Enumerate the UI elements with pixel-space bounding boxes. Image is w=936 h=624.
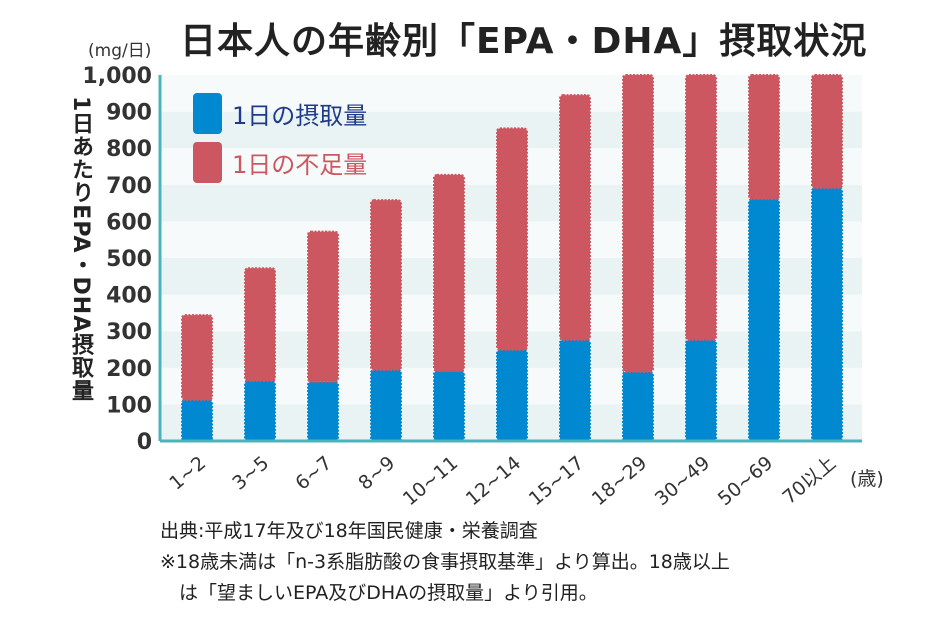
x-tick-label: 6~7	[291, 452, 336, 495]
y-tick-label: 700	[106, 174, 152, 199]
y-tick-label: 300	[106, 320, 152, 345]
bar-deficit	[685, 74, 717, 341]
bar-intake	[244, 379, 276, 443]
bar-deficit	[496, 127, 528, 351]
y-tick-label: 900	[106, 101, 152, 126]
x-tick-label: 30~49	[651, 452, 714, 510]
bar-intake	[685, 338, 717, 443]
y-tick-label: 500	[106, 247, 152, 272]
x-tick-label: 15~17	[525, 452, 588, 510]
bar-intake	[811, 187, 843, 442]
x-tick-label: 8~9	[354, 452, 399, 495]
note-line: ※18歳未満は「n-3系脂肪酸の食事摂取基準」より算出。18歳以上	[160, 551, 730, 573]
bar-intake	[622, 370, 654, 442]
bar-deficit	[433, 173, 465, 373]
chart-title: 日本人の年齢別「EPA・DHA」摂取状況	[180, 21, 868, 62]
y-tick-label: 200	[106, 357, 152, 382]
y-axis-label: 1日あたりEPA・DHA摂取量	[68, 96, 93, 403]
bar-deficit	[370, 199, 402, 371]
legend-label: 1日の摂取量	[232, 102, 367, 130]
source-line: 出典:平成17年及び18年国民健康・栄養調査	[160, 520, 538, 542]
legend-swatch	[193, 93, 222, 134]
bar-deficit	[181, 314, 213, 402]
bar-intake	[748, 198, 780, 442]
x-tick-label: 10~11	[399, 452, 462, 510]
x-tick-label: 3~5	[228, 452, 273, 495]
bar-intake	[559, 338, 591, 443]
source-notes: 出典:平成17年及び18年国民健康・栄養調査 ※18歳未満は「n-3系脂肪酸の食…	[160, 516, 730, 609]
bar-deficit	[622, 74, 654, 373]
bar-intake	[307, 380, 339, 443]
grid-band	[160, 75, 862, 112]
x-tick-label: 70以上	[778, 452, 840, 509]
y-tick-label: 0	[137, 430, 152, 455]
x-unit-label: (歳)	[850, 468, 884, 490]
bar-intake	[370, 368, 402, 442]
legend-swatch	[193, 142, 222, 183]
y-tick-label: 400	[106, 284, 152, 309]
bar-deficit	[559, 94, 591, 341]
y-tick-label: 600	[106, 210, 152, 235]
x-tick-label: 50~69	[714, 452, 777, 510]
bar-intake	[433, 370, 465, 442]
y-tick-label: 1,000	[82, 64, 152, 89]
bar-deficit	[244, 267, 276, 382]
x-tick-label: 18~29	[588, 452, 651, 510]
bar-intake	[181, 399, 213, 442]
bar-deficit	[811, 74, 843, 190]
y-tick-label: 800	[106, 137, 152, 162]
x-tick-label: 12~14	[462, 452, 525, 510]
bar-intake	[496, 348, 528, 442]
bar-deficit	[748, 74, 780, 201]
note-line: は「望ましいEPA及びDHAの摂取量」より引用。	[160, 582, 598, 604]
x-tick-label: 1~2	[165, 452, 210, 495]
y-unit-label: (mg/日)	[88, 41, 152, 61]
y-tick-label: 100	[106, 393, 152, 418]
bar-deficit	[307, 230, 339, 383]
legend-label: 1日の不足量	[232, 151, 367, 179]
